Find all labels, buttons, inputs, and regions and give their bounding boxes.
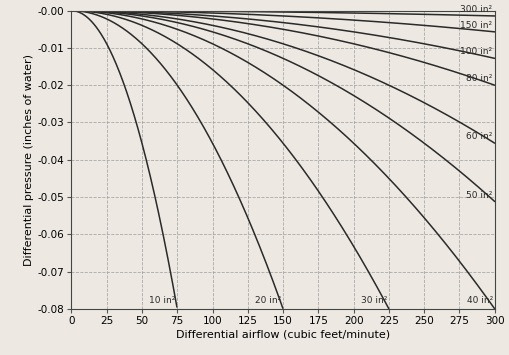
Text: 100 in²: 100 in²: [459, 48, 491, 56]
Text: 50 in²: 50 in²: [465, 191, 491, 200]
Y-axis label: Differential pressure (inches of water): Differential pressure (inches of water): [23, 54, 34, 266]
Text: 300 in²: 300 in²: [459, 5, 491, 14]
Text: 60 in²: 60 in²: [465, 132, 491, 141]
Text: 20 in²: 20 in²: [254, 296, 281, 305]
Text: 40 in²: 40 in²: [466, 296, 492, 305]
Text: 10 in²: 10 in²: [149, 296, 175, 305]
Text: 30 in²: 30 in²: [360, 296, 387, 305]
Text: 80 in²: 80 in²: [465, 74, 491, 83]
Text: 150 in²: 150 in²: [459, 21, 491, 30]
X-axis label: Differential airflow (cubic feet/minute): Differential airflow (cubic feet/minute): [176, 330, 389, 340]
